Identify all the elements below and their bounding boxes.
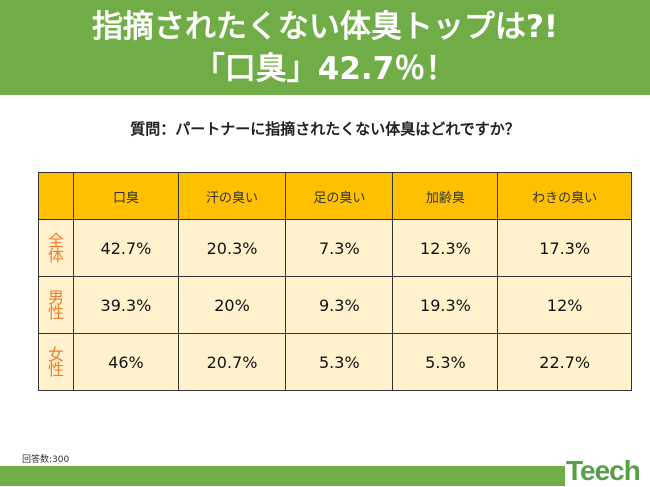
title-line-1: 指摘されたくない体臭トップは?! <box>91 9 559 45</box>
row-label: 全体 <box>38 219 74 277</box>
table-header-row: 口臭 汗の臭い 足の臭い 加齢臭 わきの臭い <box>38 172 632 220</box>
row-label-a: 女 <box>47 345 64 364</box>
value-cell: 22.7% <box>497 333 632 391</box>
value-cell: 19.3% <box>392 276 499 334</box>
row-label: 女性 <box>38 333 74 391</box>
header-cell: 汗の臭い <box>177 172 287 220</box>
header-cell: 足の臭い <box>285 172 394 220</box>
value-cell: 39.3% <box>73 276 179 334</box>
row-label-b: 性 <box>47 303 64 322</box>
row-label-b: 性 <box>47 360 64 379</box>
header-cell: 加齢臭 <box>392 172 499 220</box>
row-label-a: 男 <box>47 288 64 307</box>
table-row: 全体 42.7% 20.3% 7.3% 12.3% 17.3% <box>38 219 632 277</box>
row-label: 男性 <box>38 276 74 334</box>
title-banner: 指摘されたくない体臭トップは?! 「口臭」42.7％！ <box>0 0 650 95</box>
header-cell: 口臭 <box>73 172 179 220</box>
value-cell: 5.3% <box>392 333 499 391</box>
teech-logo: Teech <box>566 455 641 486</box>
value-cell: 12% <box>497 276 632 334</box>
value-cell: 12.3% <box>392 219 499 277</box>
row-label-b: 体 <box>47 246 64 265</box>
value-cell: 17.3% <box>497 219 632 277</box>
corner-cell <box>38 172 74 220</box>
value-cell: 20% <box>177 276 287 334</box>
value-cell: 20.3% <box>177 219 287 277</box>
row-label-a: 全 <box>47 231 64 250</box>
respondent-count: 回答数:300 <box>22 455 70 465</box>
table-row: 男性 39.3% 20% 9.3% 19.3% 12% <box>38 276 632 334</box>
footer-bar <box>0 466 565 486</box>
value-cell: 20.7% <box>177 333 287 391</box>
header-cell: わきの臭い <box>497 172 632 220</box>
value-cell: 9.3% <box>285 276 394 334</box>
value-cell: 42.7% <box>73 219 179 277</box>
results-table: 口臭 汗の臭い 足の臭い 加齢臭 わきの臭い 全体 42.7% 20.3% 7.… <box>38 172 632 391</box>
value-cell: 5.3% <box>285 333 394 391</box>
question: 質問：パートナーに指摘されたくない体臭はどれですか？ <box>130 120 520 138</box>
table-row: 女性 46% 20.7% 5.3% 5.3% 22.7% <box>38 333 632 391</box>
value-cell: 7.3% <box>285 219 394 277</box>
value-cell: 46% <box>73 333 179 391</box>
title-line-2: 「口臭」42.7％！ <box>193 51 457 87</box>
